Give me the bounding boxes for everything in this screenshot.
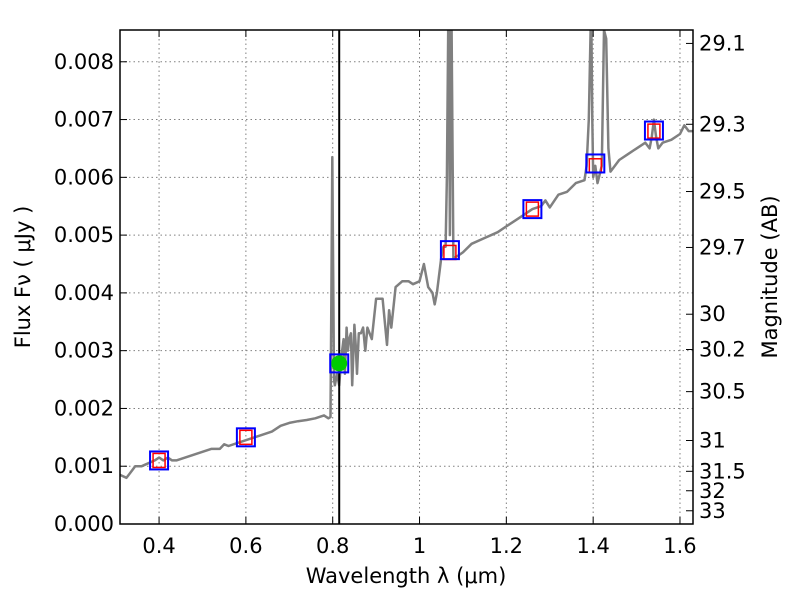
- y-tick-label: 0.007: [54, 108, 114, 132]
- y2-tick-label: 31.5: [699, 459, 746, 483]
- photometry-point: [149, 450, 170, 471]
- model-flux-marker: [647, 123, 661, 139]
- photometry-point: [235, 427, 256, 448]
- y-tick-label: 0.001: [54, 454, 114, 478]
- x-tick-label: 1.2: [490, 534, 523, 558]
- photometry-point: [585, 153, 606, 174]
- y-tick-label: 0.008: [54, 50, 114, 74]
- y2-tick-label: 29.1: [699, 31, 746, 55]
- observed-flux-marker: [439, 240, 460, 261]
- y2-tick-label: 29.5: [699, 180, 746, 204]
- y-tick-label: 0.006: [54, 165, 114, 189]
- observed-flux-marker: [522, 199, 543, 220]
- observed-flux-marker: [585, 153, 606, 174]
- x-tick-label: 1: [413, 534, 426, 558]
- y2-tick-label: 30.2: [699, 338, 746, 362]
- y2-axis-title: Magnitude (AB): [758, 195, 782, 358]
- photometry-point: [439, 240, 460, 261]
- model-flux-marker: [152, 452, 166, 469]
- y-tick-label: 0.005: [54, 223, 114, 247]
- axis-ticks: 0.4 0.6 0.8 1 1.2 1.4 1.6 0.000 0.001 0.002 0.003 0…: [54, 30, 746, 558]
- x-tick-label: 0.6: [229, 534, 262, 558]
- fit-point-marker: [331, 355, 348, 372]
- model-flux-marker: [525, 201, 540, 217]
- observed-flux-marker: [643, 120, 664, 141]
- y2-tick-label: 32: [699, 479, 726, 503]
- spectrum-layer: [120, 30, 693, 480]
- y2-tick-label: 29.3: [699, 112, 746, 136]
- observed-flux-marker: [235, 427, 256, 448]
- y2-tick-label: 33: [699, 499, 726, 523]
- plot-frame: [119, 29, 694, 525]
- model-flux-marker: [239, 429, 253, 446]
- photometry-point: [643, 120, 664, 141]
- observed-flux-marker: [149, 450, 170, 471]
- y-tick-label: 0.000: [54, 512, 114, 536]
- grid: [120, 30, 693, 524]
- spectrum-line: [120, 30, 693, 480]
- y-tick-label: 0.002: [54, 396, 114, 420]
- photometry-point: [522, 199, 543, 220]
- y2-tick-label: 29.7: [699, 235, 746, 259]
- y-tick-label: 0.003: [54, 339, 114, 363]
- photometry-points: [149, 120, 664, 471]
- x-axis-title: Wavelength λ (μm): [306, 564, 507, 588]
- x-tick-label: 0.8: [316, 534, 349, 558]
- y2-tick-label: 30: [699, 302, 726, 326]
- y2-tick-label: 30.5: [699, 380, 746, 404]
- x-tick-label: 0.4: [142, 534, 175, 558]
- y2-tick-label: 31: [699, 428, 726, 452]
- photometry-point: [329, 353, 350, 374]
- x-tick-label: 1.6: [663, 534, 696, 558]
- observed-flux-marker: [329, 353, 350, 374]
- y-tick-label: 0.004: [54, 281, 114, 305]
- y-axis-title: Flux Fν ( μJy ): [11, 206, 35, 349]
- x-tick-label: 1.4: [576, 534, 609, 558]
